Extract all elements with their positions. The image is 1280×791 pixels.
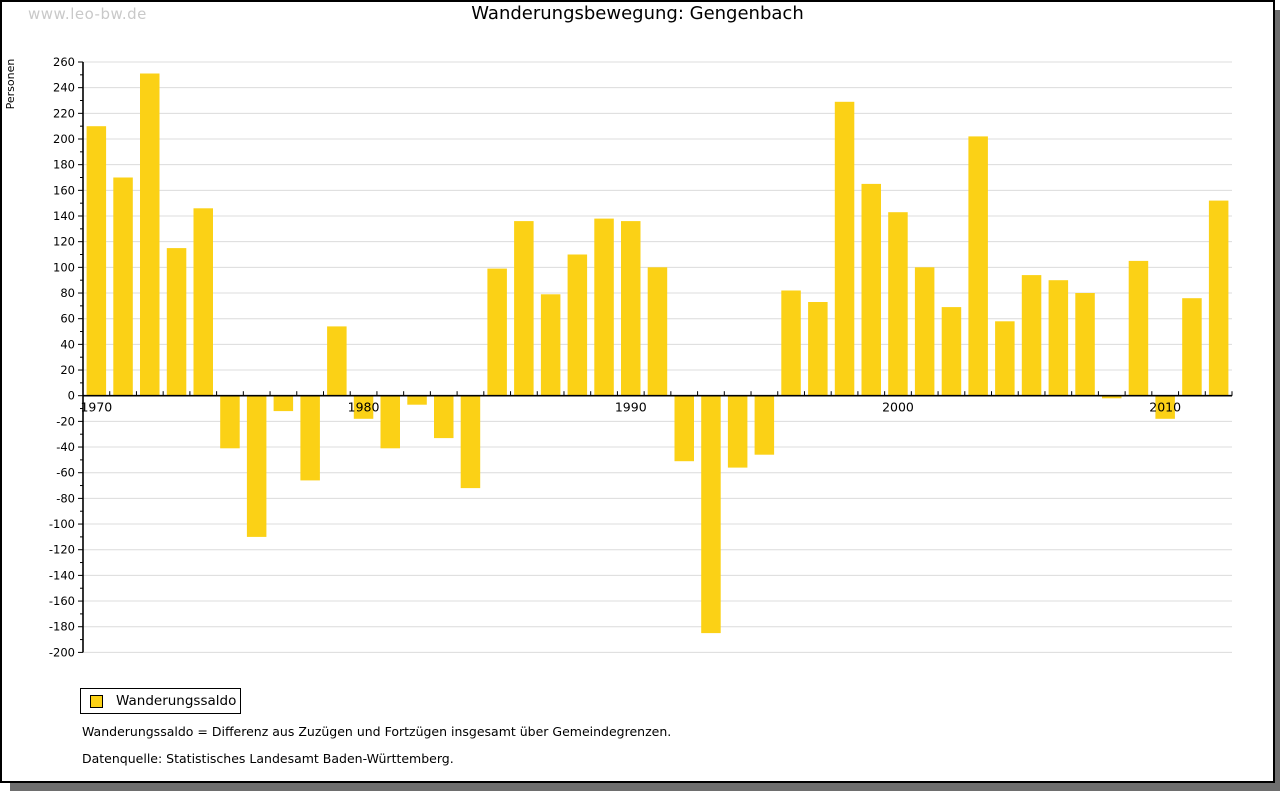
- y-tick-label: -200: [49, 645, 75, 659]
- bar-1998: [834, 101, 855, 396]
- bar-1981: [380, 395, 400, 449]
- bar-2006: [1048, 280, 1069, 396]
- bar-1976: [246, 395, 267, 537]
- bar-1989: [594, 218, 614, 396]
- bar-1970: [86, 126, 107, 396]
- x-tick-label-1990: 1990: [615, 400, 647, 415]
- y-tick-label: -140: [49, 568, 75, 582]
- bar-2003: [968, 136, 988, 396]
- bar-2007: [1075, 293, 1095, 396]
- y-tick-label: 100: [53, 260, 75, 274]
- x-tick-label-1970: 1970: [80, 400, 112, 415]
- y-tick-label: -180: [49, 620, 75, 634]
- footnote-source: Datenquelle: Statistisches Landesamt Bad…: [82, 751, 454, 766]
- y-tick-label: -80: [56, 491, 75, 505]
- y-tick-label: 180: [53, 158, 75, 172]
- y-tick-label: 0: [68, 389, 75, 403]
- y-tick-label: -60: [56, 466, 75, 480]
- bar-1975: [220, 395, 240, 449]
- bar-1993: [701, 395, 721, 634]
- bar-1974: [193, 208, 213, 396]
- bar-1990: [621, 221, 641, 396]
- legend-color-swatch: [90, 694, 103, 708]
- y-tick-label: 60: [60, 312, 75, 326]
- bar-1982: [407, 395, 427, 405]
- migration-bar-chart: -200-180-160-140-120-100-80-60-40-200204…: [4, 55, 1233, 659]
- y-tick-label: 40: [60, 337, 75, 351]
- y-tick-label: 200: [53, 132, 75, 146]
- x-tick-label-1980: 1980: [348, 400, 380, 415]
- y-tick-label: 240: [53, 81, 75, 95]
- y-tick-label: 20: [60, 363, 75, 377]
- bar-1977: [273, 395, 294, 412]
- bar-1985: [487, 268, 507, 396]
- y-tick-label: -40: [56, 440, 75, 454]
- bar-2012: [1208, 200, 1229, 396]
- bar-2002: [941, 307, 962, 396]
- bar-2005: [1021, 275, 1042, 396]
- legend-label: Wanderungssaldo: [116, 693, 237, 709]
- bar-2011: [1182, 298, 1202, 396]
- bar-2004: [995, 321, 1015, 396]
- y-tick-label: 80: [60, 286, 75, 300]
- bar-1978: [300, 395, 320, 481]
- x-tick-label-2000: 2000: [882, 400, 914, 415]
- bar-1984: [460, 395, 481, 489]
- bar-1973: [166, 248, 187, 396]
- bar-1988: [567, 254, 588, 396]
- bar-1997: [808, 302, 828, 396]
- bar-1972: [140, 73, 160, 396]
- bar-1983: [434, 395, 454, 439]
- page-title: Wanderungsbewegung: Gengenbach: [471, 3, 804, 24]
- bar-2001: [914, 267, 935, 396]
- y-tick-label: 140: [53, 209, 75, 223]
- y-tick-label: 260: [53, 55, 75, 69]
- y-axis-title: Personen: [4, 59, 17, 110]
- y-tick-label: -100: [49, 517, 75, 531]
- bar-1999: [861, 183, 881, 396]
- bar-1995: [754, 395, 775, 455]
- y-tick-label: 220: [53, 106, 75, 120]
- bar-2009: [1128, 260, 1149, 396]
- bar-1996: [781, 290, 801, 396]
- bar-1991: [647, 267, 668, 396]
- bar-2000: [888, 212, 908, 396]
- footnote-definition: Wanderungssaldo = Differenz aus Zuzügen …: [82, 724, 672, 739]
- x-tick-label-2010: 2010: [1149, 400, 1181, 415]
- y-tick-label: -120: [49, 543, 75, 557]
- y-tick-label: -20: [56, 414, 75, 428]
- bar-1994: [727, 395, 748, 468]
- bar-1986: [514, 221, 534, 396]
- bar-1992: [674, 395, 694, 462]
- bar-1979: [327, 326, 347, 396]
- watermark-url: www.leo-bw.de: [28, 5, 147, 23]
- y-tick-label: 160: [53, 183, 75, 197]
- bar-1980: [353, 395, 374, 419]
- y-tick-label: 120: [53, 235, 75, 249]
- y-tick-label: -160: [49, 594, 75, 608]
- bar-1987: [540, 294, 561, 396]
- bar-2010: [1155, 395, 1175, 419]
- bar-2008: [1102, 395, 1122, 399]
- bar-1971: [113, 177, 133, 396]
- legend: Wanderungssaldo: [80, 688, 241, 714]
